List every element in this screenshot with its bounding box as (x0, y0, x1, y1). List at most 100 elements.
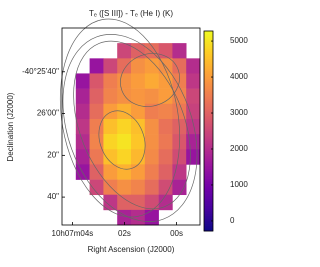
colorbar-step (204, 206, 213, 209)
colorbar-step (204, 118, 213, 122)
colorbar-step (204, 53, 213, 57)
colorbar-step (204, 113, 213, 117)
colorbar-tick-label: 2000 (230, 144, 248, 153)
heat-cell (131, 118, 146, 135)
x-axis-label: Right Ascension (J2000) (88, 245, 175, 254)
heat-cell (131, 103, 146, 120)
colorbar-step (204, 38, 213, 42)
heat-cell (158, 164, 173, 180)
contour (59, 18, 181, 218)
colorbar-step (204, 101, 213, 104)
heat-cell (131, 209, 146, 226)
heat-cell (89, 149, 104, 165)
heat-cell (103, 149, 118, 165)
heat-cell (144, 194, 159, 211)
heat-cell (117, 73, 132, 89)
heat-cell (131, 179, 146, 196)
heat-cell (89, 179, 104, 196)
colorbar-step (204, 78, 213, 82)
colorbar-step (204, 63, 213, 67)
heat-cell (75, 103, 90, 120)
colorbar-step (204, 153, 213, 157)
colorbar-step (204, 141, 213, 144)
chart: Tₑ ([S III]) - Tₑ (He I) (K) Declination… (6, 9, 249, 255)
colorbar-tick-label: 1000 (230, 180, 248, 189)
heat-cell (117, 194, 132, 211)
colorbar-step (204, 166, 213, 169)
heat-cell (131, 134, 146, 150)
heat-cell (158, 88, 173, 105)
heat-cell (117, 88, 132, 105)
y-tick-label: -40°25'40" (22, 67, 59, 76)
heat-cell (186, 134, 201, 150)
colorbar-step (204, 151, 213, 154)
colorbar-step (204, 73, 213, 77)
heat-cell (89, 134, 104, 150)
colorbar-step (204, 193, 213, 197)
heat-cell (158, 194, 173, 211)
colorbar-step (204, 128, 213, 132)
colorbar-step (204, 218, 213, 222)
x-tick-label: 02s (118, 229, 131, 238)
heat-cell (89, 103, 104, 120)
heat-cell (117, 43, 132, 59)
heat-cell (172, 149, 187, 165)
colorbar-step (204, 48, 213, 52)
colorbar-step (204, 61, 213, 64)
colorbar-step (204, 173, 213, 177)
y-tick-label: 40" (47, 192, 59, 201)
colorbar-step (204, 66, 213, 69)
colorbar-step (204, 196, 213, 199)
colorbar-step (204, 191, 213, 194)
colorbar-step (204, 88, 213, 92)
contour (120, 53, 180, 107)
heat-cell (144, 134, 159, 150)
heat-cell (172, 103, 187, 120)
heat-cell (186, 88, 201, 105)
colorbar-step (204, 171, 213, 174)
colorbar-step (204, 146, 213, 149)
heat-cell (89, 118, 104, 135)
colorbar-step (204, 58, 213, 62)
heat-cell (131, 194, 146, 211)
colorbar-step (204, 91, 213, 94)
heat-cell (172, 179, 187, 196)
heat-cell (144, 164, 159, 180)
colorbar-step (204, 161, 213, 164)
heat-cell (75, 149, 90, 165)
colorbar-step (204, 228, 213, 232)
heat-cell (89, 73, 104, 89)
colorbar-step (204, 121, 213, 124)
heat-cell (89, 88, 104, 105)
colorbar-step (204, 76, 213, 79)
heat-cell (117, 164, 132, 180)
heat-cell (117, 209, 132, 226)
heat-cell (131, 164, 146, 180)
colorbar-step (204, 93, 213, 97)
colorbar-step (204, 223, 213, 227)
heat-cell (103, 73, 118, 89)
colorbar-step (204, 208, 213, 212)
colorbar-step (204, 83, 213, 87)
heat-cell (186, 103, 201, 120)
colorbar-step (204, 213, 213, 217)
colorbar-step (204, 111, 213, 114)
heat-cell (117, 179, 132, 196)
y-tick-label: 20" (47, 150, 59, 159)
heat-cell (131, 58, 146, 74)
colorbar-step (204, 108, 213, 112)
colorbar-step (204, 211, 213, 214)
heat-cell (117, 58, 132, 74)
colorbar-step (204, 143, 213, 147)
colorbar-step (204, 186, 213, 189)
colorbar-step (204, 81, 213, 84)
heat-cell (158, 118, 173, 135)
colorbar-tick-label: 5000 (230, 36, 248, 45)
heat-cell (131, 43, 146, 59)
heat-cell (144, 209, 159, 226)
contour (62, 34, 198, 222)
colorbar-step (204, 168, 213, 172)
heat-cell (144, 103, 159, 120)
colorbar-step (204, 176, 213, 179)
heat-cell (117, 118, 132, 135)
